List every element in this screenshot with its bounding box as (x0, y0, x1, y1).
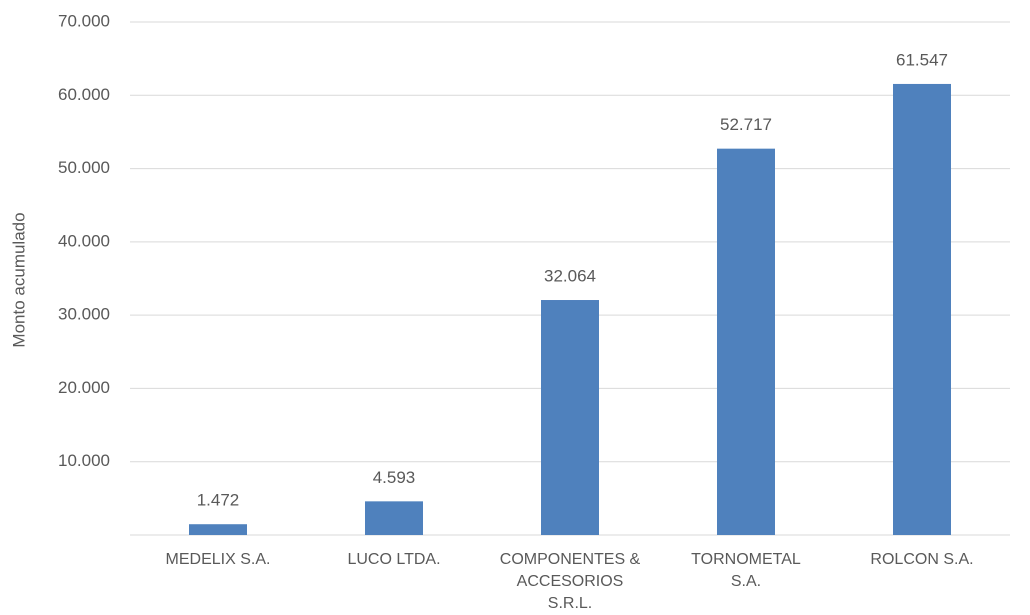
bar (893, 83, 951, 535)
y-tick-label: 50.000 (58, 158, 110, 177)
chart: Monto acumulado 10.000 20.000 30.000 40.000… (9, 11, 1010, 536)
y-tick-label: 10.000 (58, 451, 110, 470)
x-tick-label: COMPONENTES & ACCESORIOS S.R.L. (499, 551, 641, 612)
data-label: 61.547 (896, 50, 948, 69)
y-tick-label: 30.000 (58, 305, 110, 324)
data-label: 32.064 (544, 267, 596, 286)
bar (717, 148, 775, 535)
bar (365, 501, 423, 535)
y-tick-label: 20.000 (58, 378, 110, 397)
x-tick-label: TORNOMETAL S.A. (691, 551, 801, 590)
data-label: 4.593 (373, 468, 416, 487)
bar (189, 524, 247, 535)
y-tick-label: 70.000 (58, 11, 110, 30)
data-label: 52.717 (720, 115, 772, 134)
bar (541, 300, 599, 535)
page: {"chart_data": {"type": "bar", "y_label"… (9, 11, 1010, 612)
y-tick-label: 60.000 (58, 85, 110, 104)
x-tick-label: MEDELIX S.A. (165, 551, 271, 568)
x-tick-label: LUCO LTDA. (347, 551, 441, 568)
y-tick-label: 40.000 (58, 231, 110, 250)
data-label: 1.472 (197, 491, 240, 510)
y-axis-label: Monto acumulado (9, 212, 28, 347)
x-tick-label: ROLCON S.A. (870, 551, 974, 568)
